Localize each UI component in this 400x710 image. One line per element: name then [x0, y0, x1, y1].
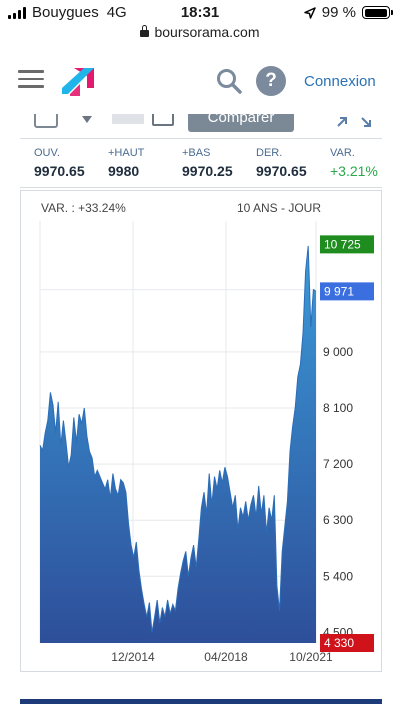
period-selector[interactable] [112, 114, 144, 124]
lock-icon [140, 25, 150, 37]
location-arrow-icon [304, 6, 316, 19]
site-header: ? Connexion [0, 48, 400, 114]
quote-low: +BAS 9970.25 [182, 147, 233, 179]
quote-open-label: OUV. [34, 147, 60, 159]
section-divider [20, 699, 382, 704]
x-tick-label: 10/2021 [289, 650, 333, 664]
y-tick-label: 6 300 [323, 513, 353, 527]
price-badge-label: 4 330 [324, 636, 354, 650]
y-tick-label: 5 400 [323, 569, 353, 583]
calendar-icon[interactable] [34, 114, 58, 128]
expand-icon[interactable] [334, 114, 374, 130]
y-tick-label: 9 000 [323, 345, 353, 359]
login-link[interactable]: Connexion [304, 73, 376, 90]
chart-toolbar: Comparer [20, 114, 382, 136]
address-bar[interactable]: boursorama.com [0, 24, 400, 40]
chart-period[interactable]: 10 ANS - JOUR [236, 201, 321, 215]
price-badge [320, 282, 374, 301]
quote-var-label: VAR. [330, 147, 355, 159]
hamburger-icon[interactable] [18, 70, 44, 88]
quote-low-value: 9970.25 [182, 163, 233, 179]
x-tick-label: 12/2014 [111, 650, 155, 664]
price-area [40, 245, 316, 643]
help-button[interactable]: ? [256, 66, 286, 96]
signal-icon [8, 6, 26, 19]
quote-var-value: +3.21% [330, 163, 378, 179]
battery-percent: 99 % [321, 4, 356, 21]
url-text: boursorama.com [154, 24, 260, 40]
search-icon[interactable] [216, 68, 242, 94]
price-badge [320, 634, 374, 652]
price-chart[interactable]: VAR. : +33.24% 10 ANS - JOUR 10 0009 000… [20, 190, 382, 672]
quote-last: DER. 9970.65 [256, 147, 307, 179]
quote-last-value: 9970.65 [256, 163, 307, 179]
quote-high-value: 9980 [108, 163, 140, 179]
quote-open-value: 9970.65 [34, 163, 85, 179]
quote-last-label: DER. [256, 147, 283, 159]
compare-button[interactable]: Comparer [188, 114, 294, 132]
carrier-name: Bouygues [32, 4, 99, 21]
quote-strip: OUV. 9970.65 +HAUT 9980 +BAS 9970.25 DER… [20, 138, 382, 188]
quote-high: +HAUT 9980 [108, 147, 144, 179]
chart-type-icon[interactable] [152, 114, 174, 126]
battery-icon [362, 6, 393, 19]
network-type: 4G [106, 4, 127, 21]
quote-open: OUV. 9970.65 [34, 147, 85, 179]
y-tick-label: 8 100 [323, 401, 353, 415]
price-badge-label: 10 725 [324, 237, 361, 251]
price-badge-label: 9 971 [324, 284, 354, 298]
chart-variation: VAR. : +33.24% [41, 201, 126, 215]
quote-high-label: +HAUT [108, 147, 145, 159]
boursorama-logo[interactable] [60, 64, 96, 98]
clock: 18:31 [180, 4, 220, 21]
quote-var: VAR. +3.21% [330, 147, 378, 179]
y-tick-label: 7 200 [323, 457, 353, 471]
quote-low-label: +BAS [182, 147, 211, 159]
x-tick-label: 04/2018 [204, 650, 248, 664]
price-badge [320, 235, 374, 254]
price-line [39, 245, 317, 633]
chevron-down-icon[interactable] [82, 116, 92, 123]
status-bar: Bouygues 4G 18:31 99 % [0, 0, 400, 26]
